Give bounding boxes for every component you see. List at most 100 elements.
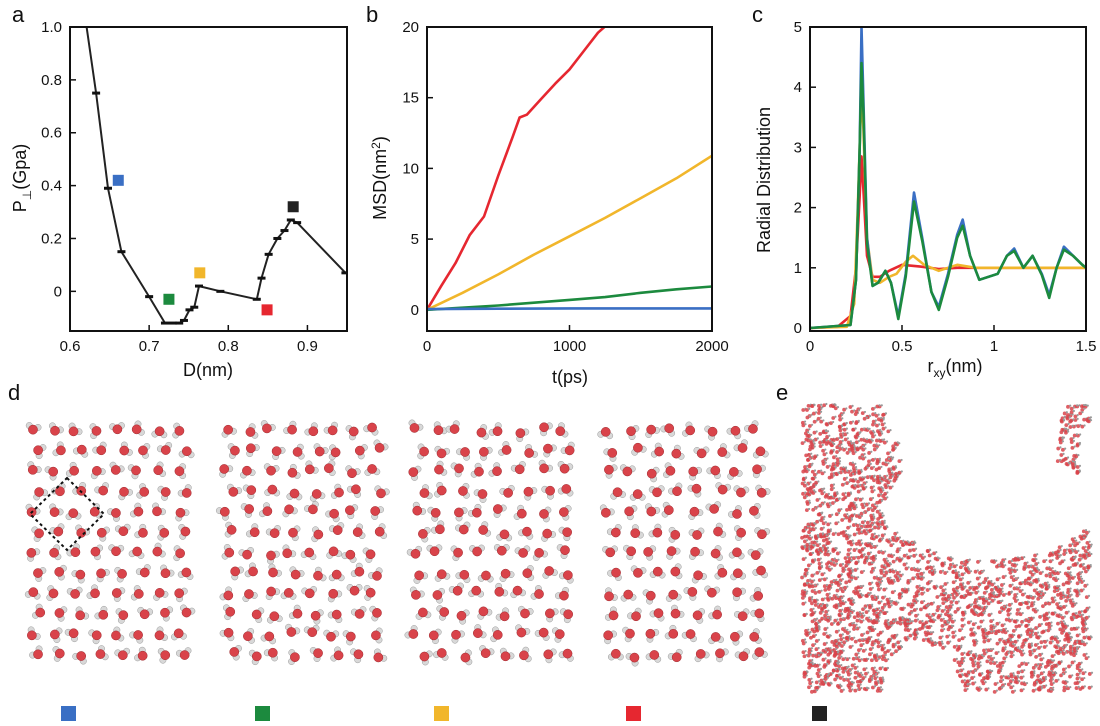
- slab-molecule: [897, 470, 903, 475]
- slab-molecule: [850, 409, 856, 414]
- slab-molecule: [930, 642, 936, 647]
- water-molecule: [730, 568, 747, 581]
- slab-molecule: [947, 565, 953, 571]
- slab-molecule: [821, 680, 827, 685]
- water-molecule: [630, 565, 647, 578]
- slab-molecule: [948, 617, 954, 622]
- slab-molecule: [948, 562, 955, 567]
- slab-molecule: [870, 489, 876, 494]
- slab-molecule: [913, 618, 920, 623]
- slab-molecule: [954, 573, 961, 578]
- slab-molecule: [1082, 635, 1088, 640]
- water-molecule: [54, 606, 68, 622]
- slab-molecule: [1026, 631, 1032, 636]
- water-molecule: [734, 648, 750, 662]
- slab-molecule: [877, 430, 883, 435]
- slab-molecule: [881, 426, 887, 431]
- slab-molecule: [868, 528, 874, 533]
- slab-molecule: [816, 557, 822, 562]
- slab-molecule: [1083, 608, 1089, 613]
- slab-molecule: [856, 613, 862, 618]
- panel-a-ytick-label: 0: [54, 283, 62, 300]
- slab-molecule: [1070, 617, 1076, 622]
- slab-molecule: [816, 667, 823, 672]
- slab-molecule: [833, 618, 839, 623]
- slab-molecule: [898, 591, 904, 596]
- slab-molecule: [951, 634, 957, 639]
- water-molecule: [499, 484, 515, 498]
- slab-molecule: [1056, 650, 1062, 656]
- water-molecule: [346, 484, 362, 498]
- slab-molecule: [1013, 563, 1019, 568]
- slab-molecule: [864, 609, 870, 614]
- slab-molecule: [989, 593, 995, 598]
- slab-molecule: [1007, 602, 1013, 607]
- slab-molecule: [838, 439, 844, 444]
- water-molecule: [705, 501, 722, 514]
- slab-molecule: [978, 570, 984, 575]
- slab-molecule: [875, 404, 881, 409]
- panel-b-ytick-label: 20: [402, 19, 419, 36]
- panel-a-ylabel: P⊥(Gpa): [10, 144, 34, 212]
- slab-molecule: [1075, 580, 1081, 586]
- slab-molecule: [1073, 641, 1079, 646]
- slab-molecule: [1049, 681, 1055, 686]
- slab-molecule: [1055, 458, 1062, 464]
- slab-molecule: [1063, 456, 1070, 461]
- water-molecule: [670, 604, 685, 619]
- slab-molecule: [829, 561, 836, 566]
- slab-molecule: [811, 559, 817, 564]
- slab-molecule: [1063, 571, 1070, 576]
- slab-molecule: [886, 429, 892, 434]
- slab-molecule: [877, 493, 883, 498]
- slab-molecule: [940, 628, 946, 633]
- slab-molecule: [802, 612, 808, 618]
- slab-molecule: [1062, 685, 1068, 690]
- water-molecule: [157, 647, 171, 664]
- slab-molecule: [927, 553, 933, 558]
- water-molecule: [727, 467, 743, 480]
- water-molecule: [119, 441, 133, 456]
- slab-molecule: [882, 440, 889, 445]
- slab-molecule: [1053, 585, 1059, 590]
- slab-molecule: [852, 555, 858, 561]
- slab-molecule: [1031, 688, 1037, 693]
- slab-molecule: [1009, 685, 1015, 690]
- water-molecule: [127, 464, 141, 480]
- slab-molecule: [838, 446, 844, 451]
- slab-molecule: [1068, 644, 1075, 649]
- slab-molecule: [857, 539, 863, 544]
- slab-molecule: [805, 415, 811, 420]
- water-molecule: [88, 629, 102, 645]
- slab-molecule: [1001, 627, 1008, 632]
- slab-molecule: [855, 432, 861, 437]
- slab-molecule: [813, 599, 819, 604]
- slab-molecule: [1046, 688, 1053, 693]
- water-molecule: [706, 465, 721, 480]
- slab-molecule: [937, 613, 943, 618]
- slab-molecule: [829, 442, 835, 447]
- water-molecule: [29, 645, 43, 660]
- slab-molecule: [1054, 678, 1060, 683]
- slab-molecule: [846, 611, 852, 617]
- slab-molecule: [950, 619, 957, 624]
- panel-a-marker-yellow: [194, 267, 206, 279]
- slab-molecule: [1081, 621, 1087, 626]
- slab-molecule: [1006, 612, 1012, 617]
- water-molecule: [642, 589, 656, 605]
- slab-molecule: [837, 597, 843, 602]
- slab-molecule: [821, 448, 827, 453]
- slab-molecule: [1018, 588, 1024, 594]
- slab-molecule: [848, 688, 854, 693]
- water-molecule: [75, 524, 91, 538]
- slab-molecule: [884, 457, 891, 462]
- slab-molecule: [814, 638, 821, 643]
- panel-b-series-red: [427, 27, 606, 311]
- water-molecule: [311, 526, 324, 543]
- slab-molecule: [986, 601, 992, 606]
- slab-molecule: [1059, 452, 1065, 457]
- slab-molecule: [841, 568, 847, 573]
- water-molecule: [522, 565, 535, 581]
- slab-molecule: [1044, 573, 1050, 578]
- slab-molecule: [895, 549, 901, 554]
